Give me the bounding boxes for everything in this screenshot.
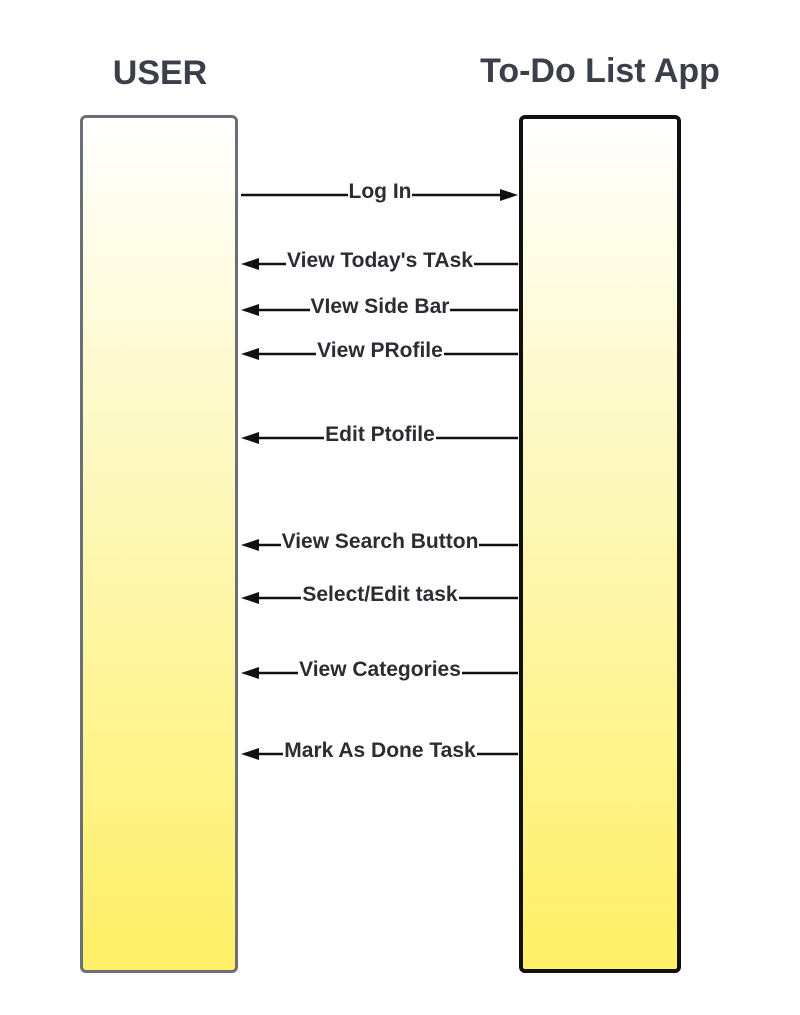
- arrowhead-icon: [241, 748, 259, 760]
- arrowhead-icon: [241, 304, 259, 316]
- message-arrow: [241, 539, 518, 551]
- message-arrow: [241, 592, 518, 604]
- message-arrow: [241, 258, 518, 270]
- user-lifeline: [80, 115, 238, 973]
- arrowhead-icon: [241, 592, 259, 604]
- arrowhead-icon: [241, 432, 259, 444]
- message-arrow: [241, 667, 518, 679]
- message-arrow: [241, 189, 518, 201]
- message-arrow: [241, 432, 518, 444]
- app-lane-title: To-Do List App: [480, 52, 720, 90]
- user-lane-title: USER: [112, 54, 208, 92]
- message-arrow: [241, 748, 518, 760]
- arrowhead-icon: [241, 348, 259, 360]
- arrowhead-icon: [241, 539, 259, 551]
- message-arrow: [241, 348, 518, 360]
- message-arrow: [241, 304, 518, 316]
- arrowhead-icon: [241, 258, 259, 270]
- app-lifeline: [519, 115, 681, 973]
- arrowhead-icon: [241, 667, 259, 679]
- arrowhead-icon: [500, 189, 518, 201]
